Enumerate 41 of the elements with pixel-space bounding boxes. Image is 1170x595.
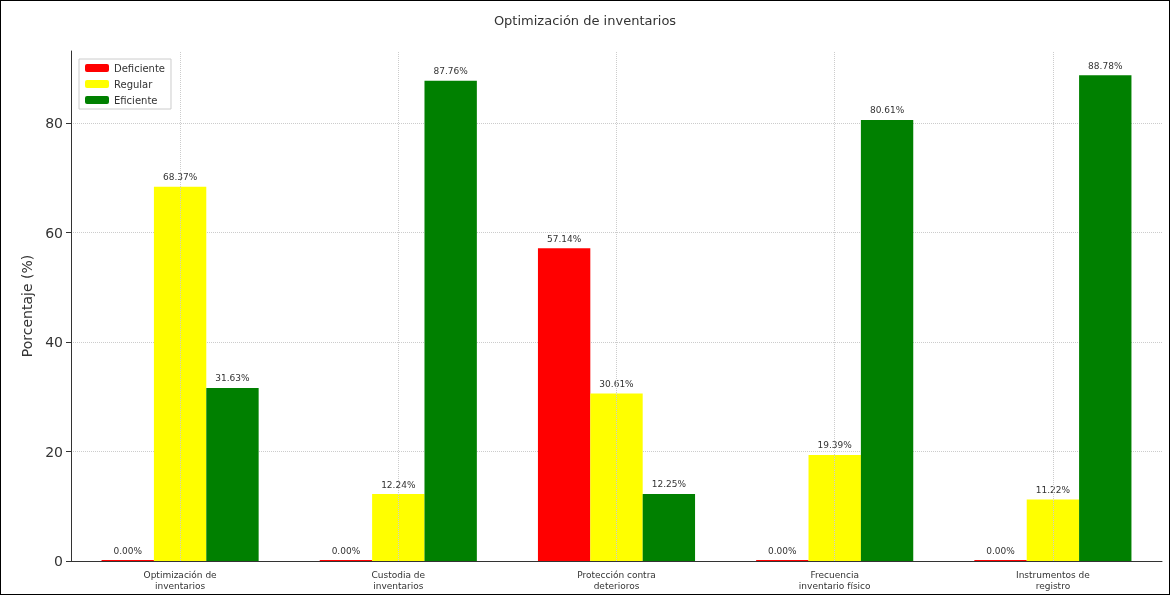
bar xyxy=(808,454,861,561)
data-label: 12.25% xyxy=(651,479,687,490)
bar xyxy=(153,186,207,561)
y-tick-label: 0 xyxy=(54,553,63,569)
bar xyxy=(590,393,643,561)
x-tick-label: Protección contra deterioros xyxy=(577,569,656,591)
data-label: 87.76% xyxy=(433,66,469,77)
bar xyxy=(424,80,477,561)
bar xyxy=(1079,75,1132,561)
y-axis-title: Porcentaje (%) xyxy=(19,254,36,358)
bar xyxy=(537,248,591,561)
chart-title: Optimización de inventarios xyxy=(493,13,677,28)
legend-label: Deficiente xyxy=(114,62,165,74)
y-tick-label: 40 xyxy=(45,334,63,351)
data-label: 30.61% xyxy=(599,379,635,389)
data-label: 12.24% xyxy=(381,479,416,490)
data-label: 0.00% xyxy=(986,545,1016,556)
y-tick-label: 20 xyxy=(45,443,63,460)
data-label: 31.63% xyxy=(215,373,251,384)
x-tick-label: Frecuencia inventario físico xyxy=(798,569,872,591)
bar xyxy=(372,494,425,561)
data-label: 0.00% xyxy=(768,545,798,556)
y-tick-label: 60 xyxy=(45,224,63,241)
y-tick-label: 80 xyxy=(45,115,63,132)
bar xyxy=(860,119,914,561)
data-label: 19.39% xyxy=(817,440,853,451)
data-label: 11.22% xyxy=(1035,485,1071,496)
x-tick-label: Custodia de inventarios xyxy=(371,569,426,591)
legend-label: Regular xyxy=(114,78,154,90)
bar xyxy=(1026,499,1080,561)
legend-label: Eficiente xyxy=(114,94,158,106)
data-label: 57.14% xyxy=(546,233,582,244)
data-label: 0.00% xyxy=(331,545,361,556)
data-label: 68.37% xyxy=(162,172,198,183)
x-tick-label: Instrumentos de registro xyxy=(1015,569,1091,591)
data-label: 0.00% xyxy=(113,545,143,556)
bar xyxy=(642,493,696,561)
x-tick-label: Optimización de inventarios xyxy=(143,569,218,591)
data-label: 80.61% xyxy=(869,105,905,116)
data-label: 88.78% xyxy=(1088,60,1123,71)
bar xyxy=(206,387,259,561)
